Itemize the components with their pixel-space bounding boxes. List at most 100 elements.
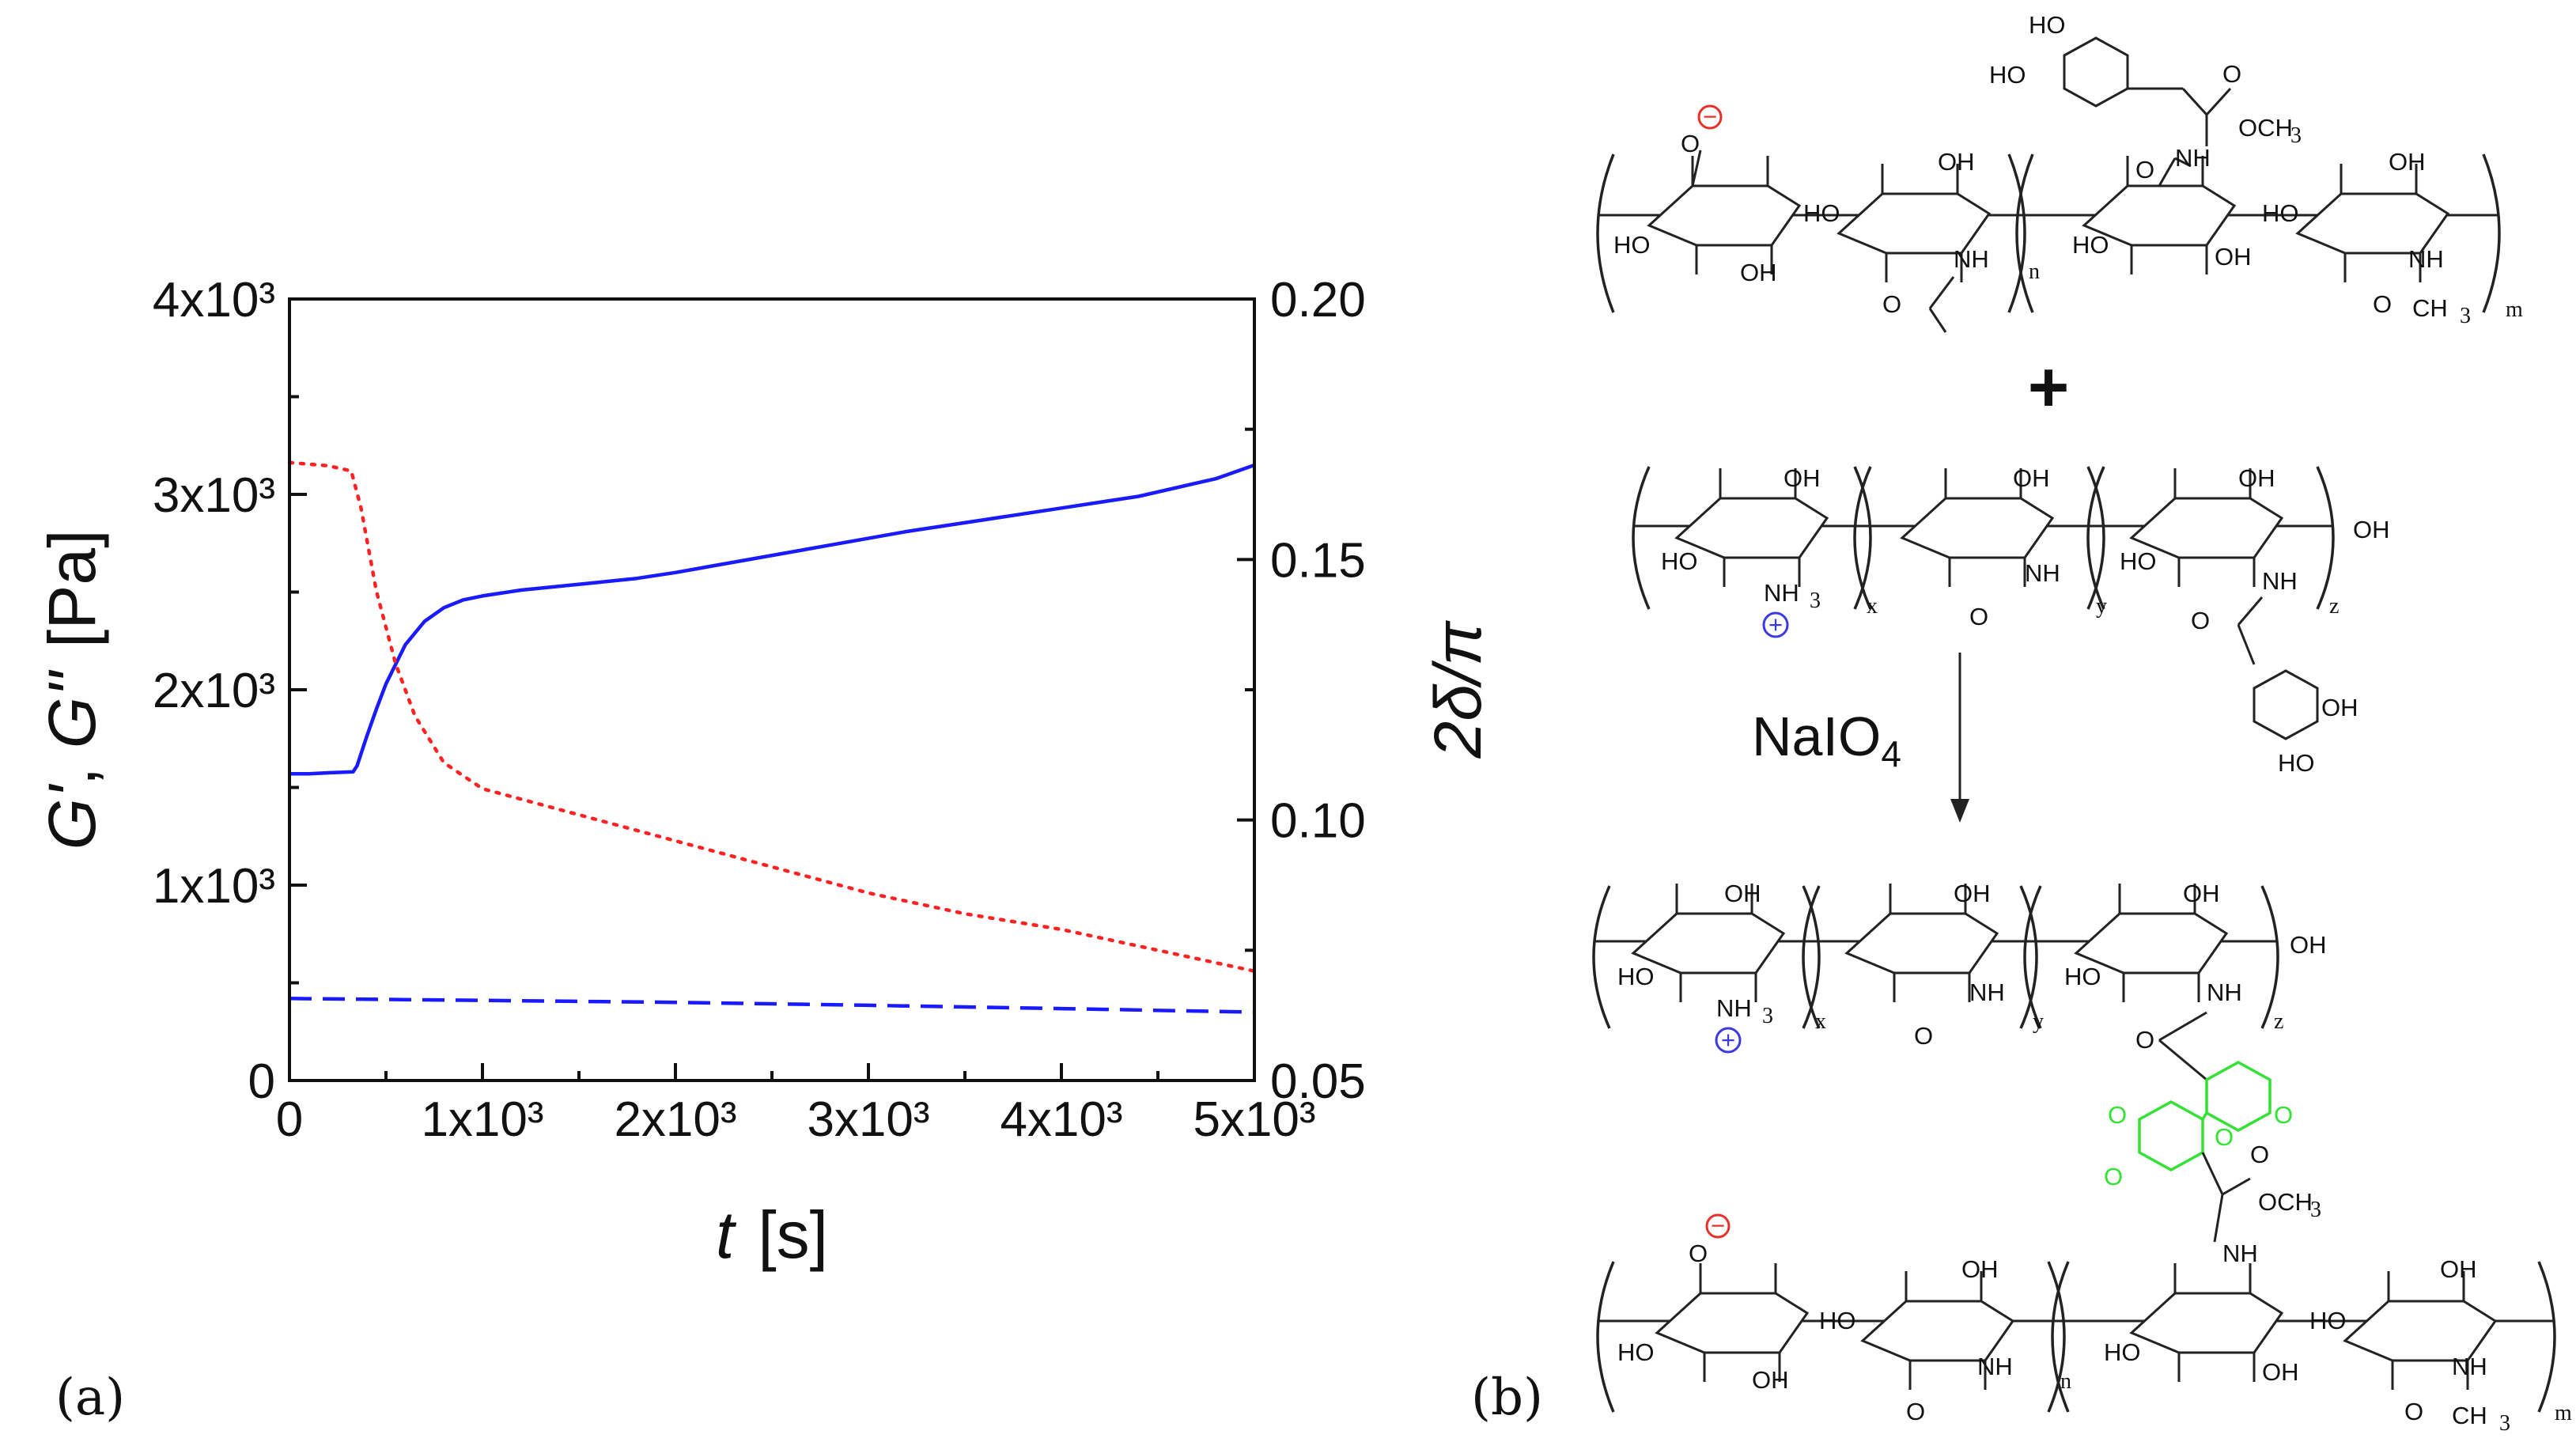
product-crosslinked-network: OH HO NH 3 + x OH NH O y OH HO OH NH z O [1592, 880, 2327, 1267]
svg-text:O: O [2373, 290, 2392, 318]
svg-text:3: 3 [1762, 1004, 1773, 1028]
svg-text:HO: HO [1617, 1338, 1655, 1366]
axis-ticks [288, 297, 1256, 1082]
svg-text:HO: HO [2029, 11, 2066, 39]
svg-text:NH: NH [2175, 144, 2211, 172]
svg-text:x: x [1815, 1009, 1826, 1034]
svg-text:HO: HO [1661, 547, 1698, 575]
product-hyaluronic-chain: − O HO OH HO OH NH O n HO OH HO OH NH O … [1596, 1212, 2572, 1436]
svg-text:z: z [2274, 1009, 2283, 1034]
x-axis-label: t [s] [716, 1198, 828, 1272]
svg-text:O: O [2191, 607, 2210, 634]
rheology-chart: 0 1x10³ 2x10³ 3x10³ 4x10³ 5x10³ 0 1x10³ 2x10³ 3x1… [35, 273, 1495, 1427]
y-right-tick-label: 0.10 [1270, 794, 1366, 849]
svg-text:OCH: OCH [2238, 114, 2293, 142]
svg-text:NH: NH [2408, 245, 2444, 273]
svg-text:HO: HO [1819, 1307, 1856, 1334]
x-tick-label: 3x10³ [807, 1092, 929, 1147]
svg-text:O: O [1882, 290, 1901, 318]
svg-text:3: 3 [1810, 589, 1821, 613]
y-left-tick-label: 0 [248, 1054, 275, 1109]
x-tick-label: 4x10³ [1000, 1092, 1122, 1147]
svg-text:OH: OH [2440, 1255, 2477, 1283]
svg-text:−: − [1711, 1212, 1725, 1240]
svg-text:OH: OH [2353, 516, 2390, 543]
x-tick-label: 5x10³ [1193, 1092, 1315, 1147]
svg-text:NH: NH [2262, 567, 2298, 595]
y-right-tick-label: 0.05 [1270, 1054, 1366, 1109]
svg-text:m: m [2555, 1401, 2572, 1425]
tick-labels: 0 1x10³ 2x10³ 3x10³ 4x10³ 5x10³ 0 1x10³ 2x10³ 3x1… [153, 273, 1366, 1147]
svg-text:O: O [2108, 1101, 2127, 1129]
svg-text:OH: OH [2013, 464, 2050, 492]
svg-text:CH: CH [2452, 1402, 2487, 1429]
anion-charge-icon [1697, 104, 1723, 130]
reactant-hyaluronic-acid-dopamine: O − HO OH HO OH NH O n HO OH HO OH NH O … [1596, 11, 2523, 333]
cation-charge-icon [1762, 611, 1789, 638]
svg-text:OH: OH [2389, 148, 2426, 176]
series-storage-modulus-line [289, 463, 1255, 776]
svg-text:n: n [2060, 1369, 2071, 1394]
svg-text:OH: OH [1724, 880, 1761, 907]
svg-text:OH: OH [1740, 259, 1777, 286]
product-glucuronic-2 [2130, 1262, 2283, 1383]
svg-text:HO: HO [1617, 963, 1655, 990]
svg-text:3: 3 [2460, 304, 2471, 328]
reactant-chitosan-catechol: OH HO NH 3 + x OH NH O y OH HO OH NH z O… [1632, 464, 2390, 777]
reaction-scheme: O − HO OH HO OH NH O n HO OH HO OH NH O … [1471, 11, 2572, 1436]
glucuronic-ring-1 [1647, 154, 1801, 276]
svg-text:OH: OH [1784, 464, 1821, 492]
svg-text:y: y [2096, 594, 2107, 619]
svg-text:O: O [2135, 1026, 2154, 1054]
svg-text:OH: OH [2238, 464, 2275, 492]
svg-text:CH: CH [2412, 294, 2448, 322]
svg-text:+: + [1721, 1026, 1735, 1054]
svg-text:z: z [2329, 594, 2339, 619]
svg-text:m: m [2506, 297, 2523, 322]
svg-text:O: O [2250, 1141, 2269, 1168]
svg-text:x: x [1867, 594, 1878, 619]
plot-frame [288, 297, 1256, 1082]
svg-text:NH: NH [1969, 978, 2005, 1006]
svg-text:O: O [2404, 1398, 2423, 1425]
data-series [287, 460, 1257, 1014]
reaction-arrow: NaIO4 [1752, 653, 1969, 823]
y-left-tick-label: 3x10³ [153, 468, 275, 523]
svg-text:O: O [1689, 1240, 1708, 1267]
y-left-tick-label: 4x10³ [153, 273, 275, 327]
y-right-tick-label: 0.15 [1270, 533, 1366, 588]
svg-text:HO: HO [2278, 749, 2315, 777]
svg-text:O: O [1906, 1398, 1925, 1425]
svg-text:3: 3 [2290, 123, 2302, 148]
svg-text:O: O [2104, 1163, 2123, 1190]
svg-text:HO: HO [2120, 547, 2157, 575]
svg-text:HO: HO [2309, 1307, 2347, 1334]
svg-text:HO: HO [2262, 199, 2299, 227]
svg-text:OH: OH [1961, 1255, 1999, 1283]
y-left-tick-label: 1x10³ [153, 859, 275, 914]
svg-text:OH: OH [2183, 880, 2220, 907]
svg-text:OH: OH [1938, 148, 1975, 176]
svg-text:HO: HO [1989, 61, 2026, 89]
x-tick-label: 0 [276, 1092, 303, 1147]
reagent-label: NaIO4 [1752, 706, 1901, 774]
svg-text:OH: OH [2321, 694, 2358, 721]
svg-text:NH: NH [2207, 978, 2242, 1006]
svg-text:OH: OH [1752, 1366, 1789, 1394]
svg-text:OH: OH [2262, 1358, 2299, 1386]
svg-text:NH: NH [1954, 245, 1989, 273]
svg-text:O: O [2222, 60, 2241, 88]
svg-text:HO: HO [2104, 1338, 2141, 1366]
y-right-tick-label: 0.20 [1270, 273, 1366, 327]
svg-text:O: O [1914, 1022, 1933, 1050]
panel-label-b: (b) [1471, 1368, 1543, 1427]
svg-text:NH: NH [1716, 994, 1752, 1022]
series-phase-angle-line [287, 460, 1257, 973]
svg-text:O: O [1969, 603, 1988, 630]
svg-text:NH: NH [2452, 1353, 2487, 1380]
carboxylate-o: O [1681, 130, 1700, 157]
svg-text:HO: HO [1613, 231, 1651, 259]
y-left-tick-label: 2x10³ [153, 664, 275, 718]
svg-text:HO: HO [1803, 199, 1840, 227]
series-loss-modulus-line [289, 997, 1255, 1014]
